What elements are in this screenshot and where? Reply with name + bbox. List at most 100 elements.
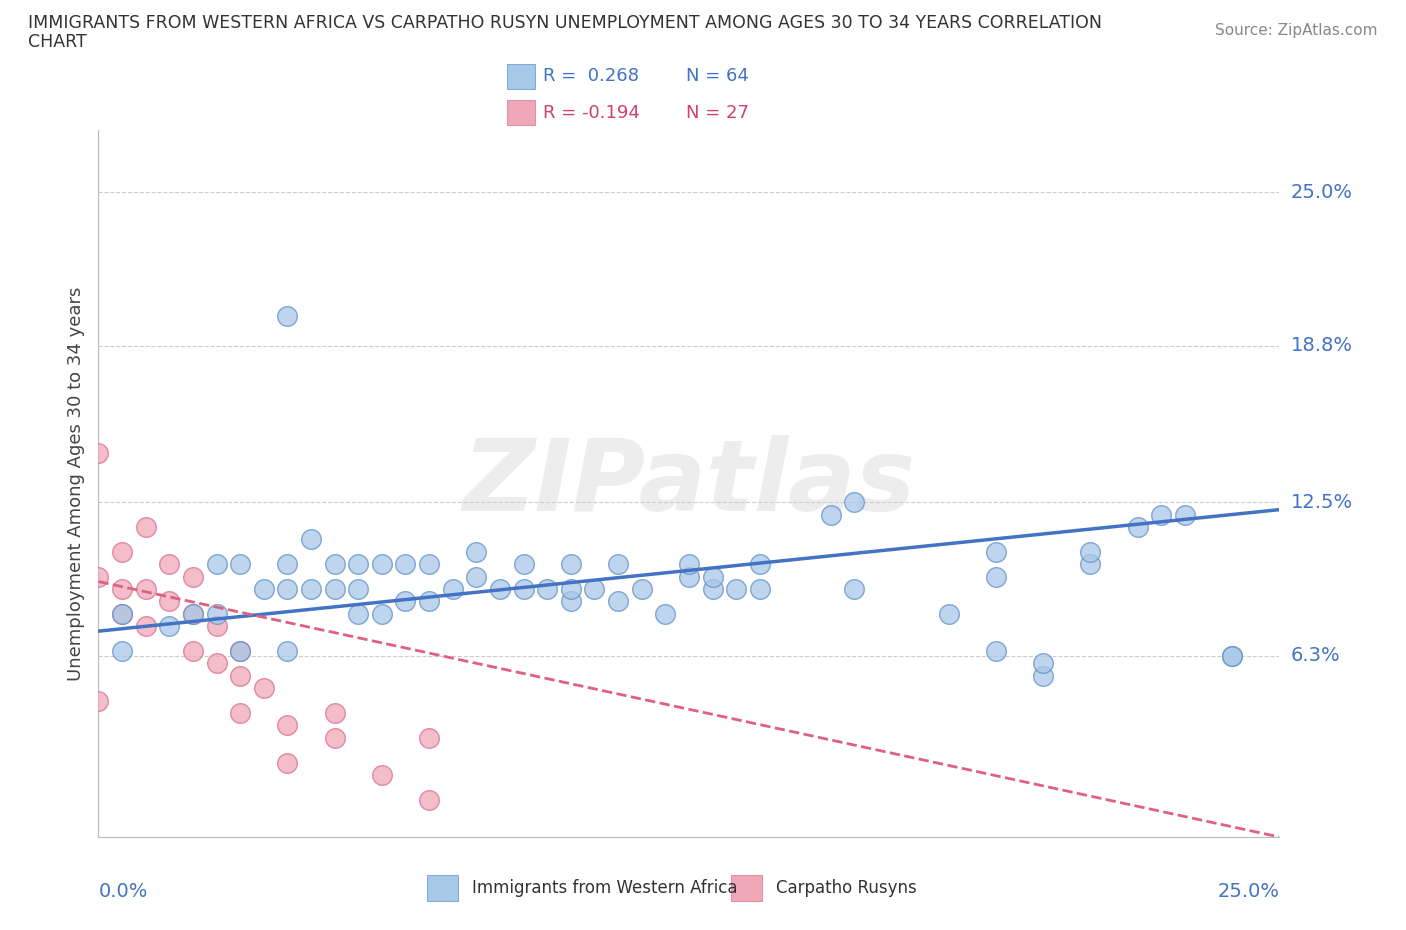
Point	[276, 581, 298, 596]
Point	[1220, 648, 1243, 663]
Point	[111, 644, 134, 658]
Point	[135, 618, 157, 633]
Point	[560, 557, 582, 572]
Point	[418, 557, 440, 572]
Point	[489, 581, 512, 596]
Point	[725, 581, 748, 596]
Point	[512, 557, 534, 572]
Point	[748, 581, 770, 596]
Point	[702, 569, 724, 584]
Text: 25.0%: 25.0%	[1291, 182, 1353, 202]
Point	[583, 581, 606, 596]
Point	[347, 581, 370, 596]
Point	[157, 557, 180, 572]
Point	[87, 445, 110, 460]
Bar	[508, 64, 534, 89]
Point	[323, 730, 346, 745]
Point	[87, 569, 110, 584]
Point	[630, 581, 652, 596]
Point	[87, 693, 110, 708]
Point	[347, 557, 370, 572]
Point	[984, 569, 1007, 584]
Point	[276, 557, 298, 572]
Point	[181, 644, 204, 658]
Point	[678, 557, 700, 572]
Point	[299, 581, 322, 596]
Point	[512, 581, 534, 596]
Point	[205, 557, 228, 572]
Point	[135, 581, 157, 596]
Text: 18.8%: 18.8%	[1291, 337, 1353, 355]
Point	[229, 644, 252, 658]
Point	[1032, 656, 1054, 671]
Point	[465, 544, 488, 559]
Text: Source: ZipAtlas.com: Source: ZipAtlas.com	[1215, 23, 1378, 38]
Point	[607, 557, 630, 572]
Point	[253, 581, 276, 596]
Point	[323, 706, 346, 721]
Point	[702, 581, 724, 596]
Point	[276, 309, 298, 324]
Text: CHART: CHART	[28, 33, 87, 50]
Point	[371, 767, 394, 782]
Point	[111, 544, 134, 559]
Point	[111, 581, 134, 596]
Point	[323, 557, 346, 572]
Point	[229, 669, 252, 684]
Point	[1032, 669, 1054, 684]
Point	[371, 606, 394, 621]
Point	[157, 594, 180, 609]
Point	[607, 594, 630, 609]
Point	[560, 594, 582, 609]
Text: R = -0.194: R = -0.194	[543, 104, 640, 122]
Point	[1126, 520, 1149, 535]
Text: N = 64: N = 64	[686, 67, 748, 86]
Point	[181, 606, 204, 621]
Point	[844, 581, 866, 596]
Point	[418, 792, 440, 807]
Bar	[731, 875, 762, 901]
Point	[111, 606, 134, 621]
Point	[135, 520, 157, 535]
Point	[205, 606, 228, 621]
Point	[1150, 507, 1173, 522]
Point	[181, 606, 204, 621]
Point	[441, 581, 464, 596]
Point	[299, 532, 322, 547]
Point	[560, 581, 582, 596]
Text: R =  0.268: R = 0.268	[543, 67, 638, 86]
Point	[418, 730, 440, 745]
Point	[984, 544, 1007, 559]
Text: 0.0%: 0.0%	[98, 882, 148, 900]
Point	[1080, 544, 1102, 559]
Point	[323, 581, 346, 596]
Point	[157, 618, 180, 633]
Point	[229, 706, 252, 721]
Text: IMMIGRANTS FROM WESTERN AFRICA VS CARPATHO RUSYN UNEMPLOYMENT AMONG AGES 30 TO 3: IMMIGRANTS FROM WESTERN AFRICA VS CARPAT…	[28, 14, 1102, 32]
Point	[347, 606, 370, 621]
Point	[111, 606, 134, 621]
Bar	[508, 100, 534, 126]
Point	[1220, 648, 1243, 663]
Point	[253, 681, 276, 696]
Point	[678, 569, 700, 584]
Point	[465, 569, 488, 584]
Point	[844, 495, 866, 510]
Text: Immigrants from Western Africa: Immigrants from Western Africa	[472, 879, 738, 897]
Text: 6.3%: 6.3%	[1291, 646, 1340, 666]
Text: Carpatho Rusyns: Carpatho Rusyns	[776, 879, 917, 897]
Point	[276, 755, 298, 770]
Point	[418, 594, 440, 609]
Point	[1080, 557, 1102, 572]
Point	[371, 557, 394, 572]
Text: ZIPatlas: ZIPatlas	[463, 435, 915, 532]
Text: N = 27: N = 27	[686, 104, 748, 122]
Point	[1174, 507, 1197, 522]
Point	[536, 581, 558, 596]
Point	[984, 644, 1007, 658]
Bar	[427, 875, 458, 901]
Y-axis label: Unemployment Among Ages 30 to 34 years: Unemployment Among Ages 30 to 34 years	[66, 286, 84, 681]
Point	[181, 569, 204, 584]
Point	[276, 718, 298, 733]
Point	[748, 557, 770, 572]
